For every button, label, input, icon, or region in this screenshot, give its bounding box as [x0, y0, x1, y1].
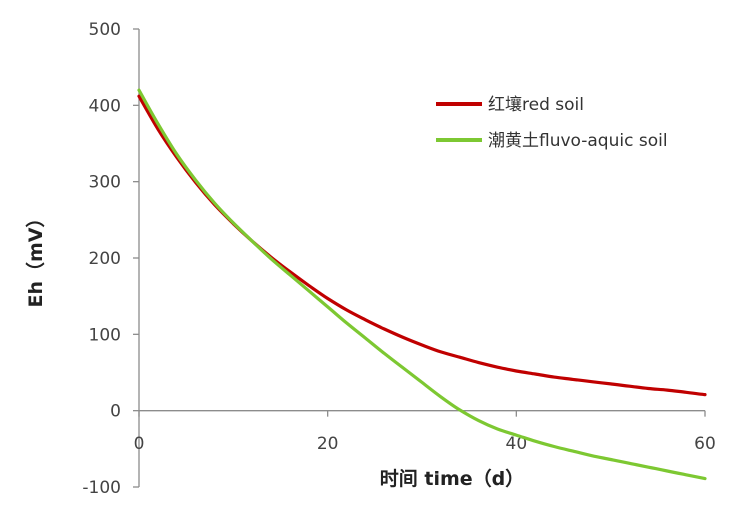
series-line-1 [137, 88, 707, 481]
y-tick-label-0: 500 [89, 20, 121, 40]
series-lines [137, 88, 707, 481]
y-tick-label-4: 100 [89, 325, 121, 345]
y-tick-label-2: 300 [89, 173, 121, 193]
legend: 红壤red soil 潮黄土fluvo-aquic soil [436, 94, 668, 151]
y-tick-label-6: -100 [82, 478, 121, 498]
y-tick-label-3: 200 [89, 249, 121, 269]
legend-label-fluvo-aquic-soil: 潮黄土fluvo-aquic soil [488, 131, 668, 151]
x-tick-label-1: 20 [317, 434, 339, 454]
x-tick-label-0: 0 [134, 434, 145, 454]
axes [133, 28, 706, 488]
legend-label-red-soil: 红壤red soil [488, 94, 584, 115]
y-axis-title: Eh（mV） [24, 208, 47, 307]
x-axis-title: 时间 time（d） [380, 467, 525, 490]
y-tick-label-1: 400 [89, 96, 121, 116]
x-tick-labels: 0 20 40 60 [134, 434, 716, 454]
y-tick-labels: 500 400 300 200 100 0 -100 [82, 20, 121, 498]
x-tick-label-3: 60 [694, 434, 716, 454]
y-tick-label-5: 0 [110, 402, 121, 422]
x-tick-label-2: 40 [506, 434, 528, 454]
